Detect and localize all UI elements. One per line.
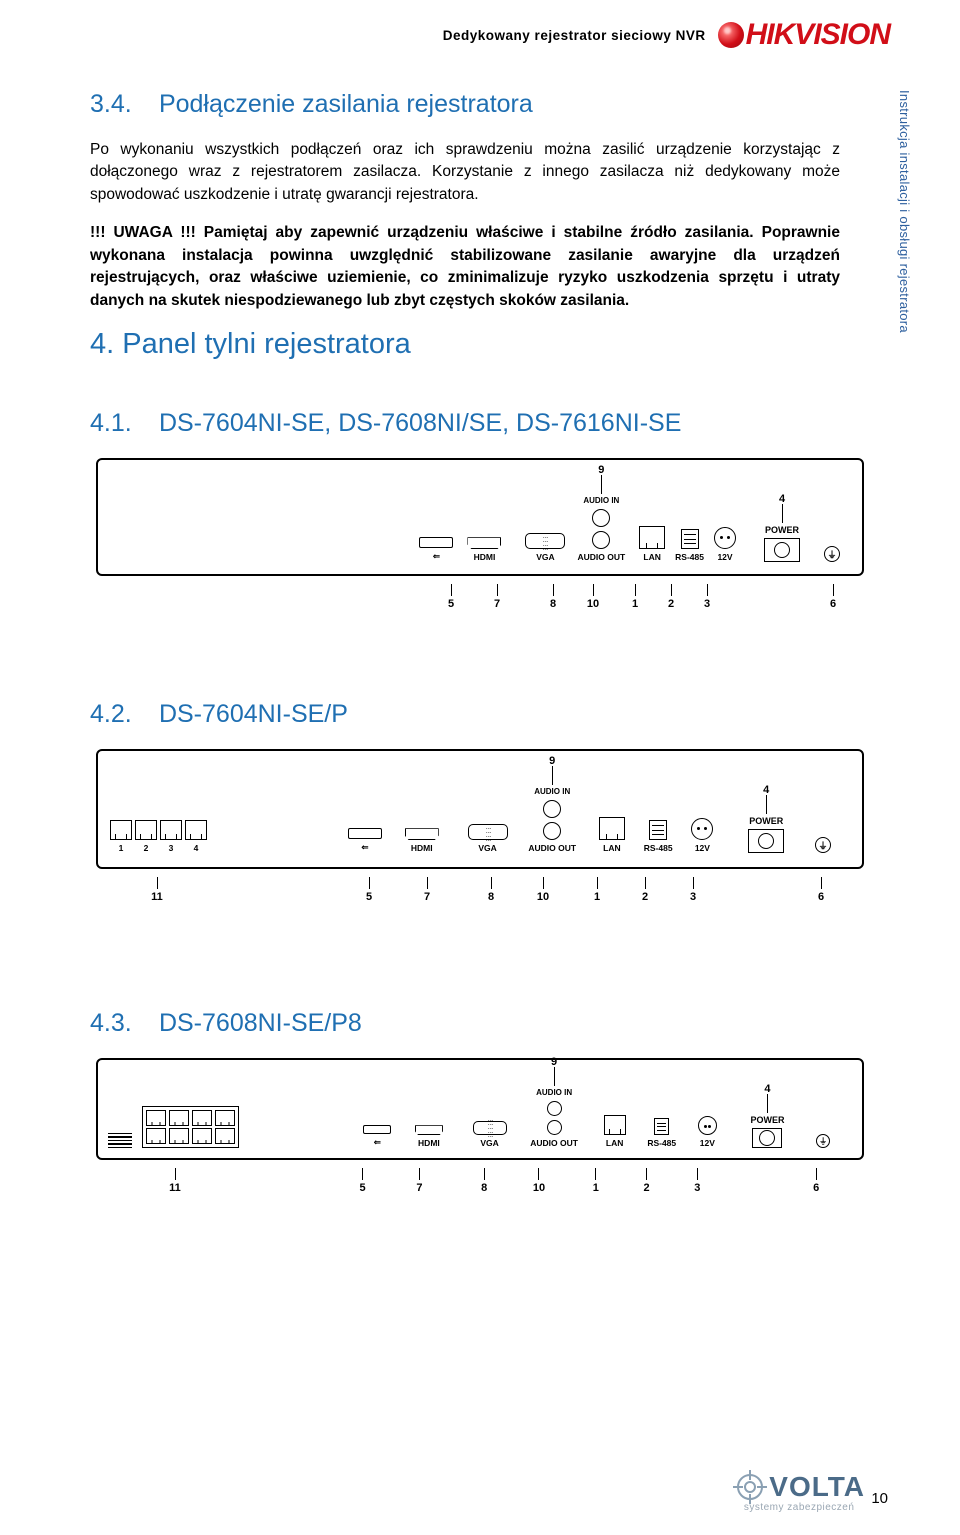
audio-in-icon bbox=[543, 800, 561, 818]
rs485-port-icon bbox=[654, 1118, 669, 1135]
section-title: DS-7604NI-SE, DS-7608NI/SE, DS-7616NI-SE bbox=[159, 409, 681, 437]
heading-4-3: 4.3. DS-7608NI-SE/P8 bbox=[90, 1009, 870, 1038]
dc12v-port-icon bbox=[714, 527, 736, 549]
diagram-4-1: ⇐ HDMI VGA AUDIO IN AUDIO OUT LAN RS-485… bbox=[90, 458, 870, 610]
section-title: DS-7608NI-SE/P8 bbox=[159, 1009, 362, 1037]
footer-subtitle: systemy zabezpieczeń bbox=[744, 1502, 855, 1513]
hdmi-port-icon bbox=[405, 828, 439, 840]
power-switch-icon bbox=[752, 1128, 782, 1148]
heading-3-4: 3.4. Podłączenie zasilania rejestratora bbox=[90, 90, 870, 119]
section-number: 4.2. bbox=[90, 700, 152, 729]
section-number: 4. bbox=[90, 328, 114, 360]
diagram-4-2-numbers: 11 5 7 8 10 1 2 3 6 bbox=[96, 873, 864, 903]
section-title: DS-7604NI-SE/P bbox=[159, 700, 348, 728]
vent-grille-icon bbox=[108, 1133, 132, 1149]
audio-out-icon bbox=[592, 531, 610, 549]
crosshair-icon bbox=[733, 1470, 767, 1504]
rs485-port-icon bbox=[649, 820, 667, 840]
vga-port-icon bbox=[525, 533, 565, 549]
footer-logo: VOLTA systemy zabezpieczeń bbox=[733, 1470, 865, 1513]
diagram-4-2: 1 2 3 4 ⇐ HDMI VGA AUDIO IN AUDIO OUT LA… bbox=[90, 749, 870, 903]
lan-port-icon bbox=[639, 526, 665, 549]
paragraph-3-4-1: Po wykonaniu wszystkich podłączeń oraz i… bbox=[90, 139, 870, 206]
audio-out-icon bbox=[543, 822, 561, 840]
lan-port-icon bbox=[604, 1115, 626, 1135]
page-header: Dedykowany rejestrator sieciowy NVR HIKV… bbox=[0, 0, 960, 62]
logo-ball-icon bbox=[718, 22, 744, 48]
poe-ports-icon bbox=[110, 820, 207, 840]
footer-brand: VOLTA bbox=[769, 1471, 865, 1503]
audio-out-icon bbox=[547, 1120, 562, 1135]
audio-in-icon bbox=[592, 509, 610, 527]
paragraph-3-4-warning: !!! UWAGA !!! Pamiętaj aby zapewnić urzą… bbox=[90, 222, 870, 312]
ground-icon: ⏚ bbox=[824, 546, 840, 562]
heading-4: 4. Panel tylni rejestratora bbox=[90, 328, 870, 361]
dc12v-port-icon bbox=[698, 1116, 717, 1135]
diagram-4-1-numbers: 5 7 8 10 1 2 3 6 bbox=[96, 580, 864, 610]
main-content: 3.4. Podłączenie zasilania rejestratora … bbox=[0, 62, 960, 1194]
dc12v-port-icon bbox=[691, 818, 713, 840]
doc-type-label: Dedykowany rejestrator sieciowy NVR bbox=[443, 28, 706, 43]
hdmi-port-icon bbox=[415, 1125, 443, 1135]
ground-icon: ⏚ bbox=[816, 1134, 830, 1148]
section-title: Panel tylni rejestratora bbox=[122, 328, 411, 360]
audio-in-icon bbox=[547, 1101, 562, 1116]
usb-port-icon bbox=[419, 537, 453, 548]
page-number: 10 bbox=[871, 1490, 888, 1507]
usb-port-icon bbox=[348, 828, 382, 839]
diagram-4-3: ⇐ HDMI VGA AUDIO IN AUDIO OUT LAN RS-485… bbox=[90, 1058, 870, 1194]
section-title: Podłączenie zasilania rejestratora bbox=[159, 90, 533, 118]
diagram-4-3-numbers: 11 5 7 8 10 1 2 3 6 bbox=[96, 1164, 864, 1194]
poe8-ports-icon bbox=[142, 1106, 239, 1148]
hdmi-port-icon bbox=[467, 537, 501, 549]
lan-port-icon bbox=[599, 817, 625, 840]
logo-text: HIKVISION bbox=[746, 18, 890, 52]
vga-port-icon bbox=[473, 1121, 507, 1135]
rs485-port-icon bbox=[681, 529, 699, 549]
section-number: 4.3. bbox=[90, 1009, 152, 1038]
vga-port-icon bbox=[468, 824, 508, 840]
ground-icon: ⏚ bbox=[815, 837, 831, 853]
section-number: 4.1. bbox=[90, 409, 152, 438]
hikvision-logo: HIKVISION bbox=[718, 18, 890, 52]
power-switch-icon bbox=[764, 538, 800, 562]
heading-4-1: 4.1. DS-7604NI-SE, DS-7608NI/SE, DS-7616… bbox=[90, 409, 870, 438]
section-number: 3.4. bbox=[90, 90, 152, 119]
usb-port-icon bbox=[363, 1125, 391, 1134]
power-switch-icon bbox=[748, 829, 784, 853]
heading-4-2: 4.2. DS-7604NI-SE/P bbox=[90, 700, 870, 729]
